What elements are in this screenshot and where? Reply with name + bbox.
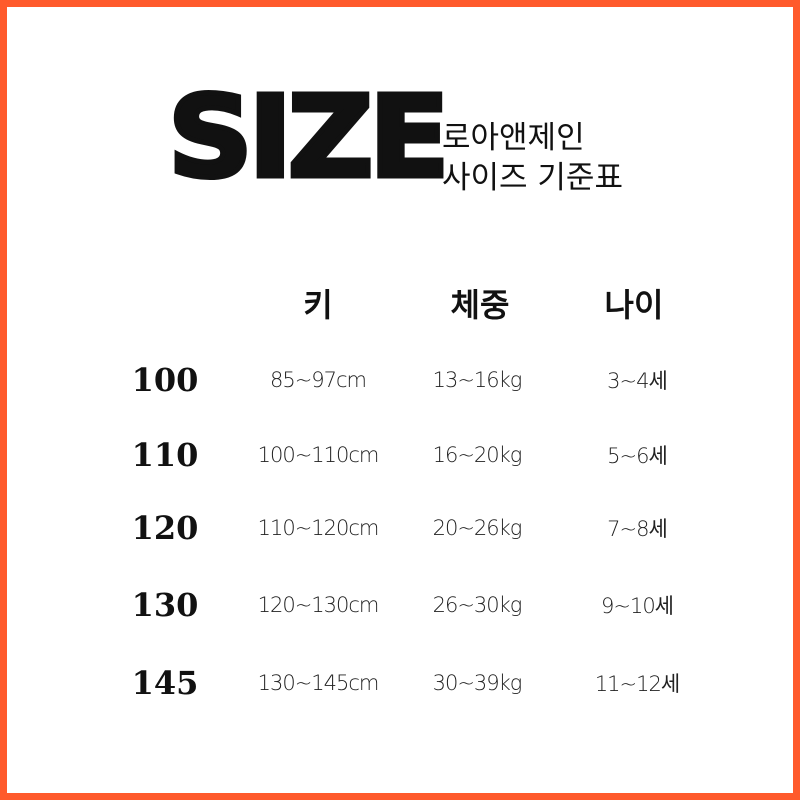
- age-cell: 7~8세: [607, 517, 668, 541]
- header-height: 키: [303, 286, 333, 324]
- header-age: 나이: [604, 286, 664, 324]
- subtitle-brand: 로아앤제인: [442, 120, 585, 156]
- weight-cell: 16~20kg: [432, 443, 523, 467]
- size-title: SIZE: [165, 73, 452, 203]
- weight-cell: 26~30kg: [432, 593, 523, 617]
- size-label: 100: [131, 361, 199, 399]
- height-cell: 100~110cm: [257, 443, 380, 467]
- header-weight: 체중: [450, 286, 510, 324]
- size-label: 110: [131, 436, 199, 474]
- height-cell: 110~120cm: [257, 516, 380, 540]
- size-label: 130: [131, 586, 199, 624]
- age-cell: 3~4세: [607, 369, 668, 393]
- subtitle-chart-name: 사이즈 기준표: [442, 160, 623, 196]
- subtitle: 로아앤제인 사이즈 기준표: [442, 118, 623, 198]
- age-cell: 9~10세: [601, 594, 674, 618]
- size-label: 145: [131, 664, 199, 702]
- weight-cell: 13~16kg: [432, 368, 523, 392]
- height-cell: 120~130cm: [257, 593, 380, 617]
- size-label: 120: [131, 509, 199, 547]
- weight-cell: 30~39kg: [432, 671, 523, 695]
- height-cell: 130~145cm: [257, 671, 380, 695]
- age-cell: 11~12세: [594, 672, 680, 696]
- height-cell: 85~97cm: [269, 368, 367, 392]
- age-cell: 5~6세: [607, 444, 668, 468]
- weight-cell: 20~26kg: [432, 516, 523, 540]
